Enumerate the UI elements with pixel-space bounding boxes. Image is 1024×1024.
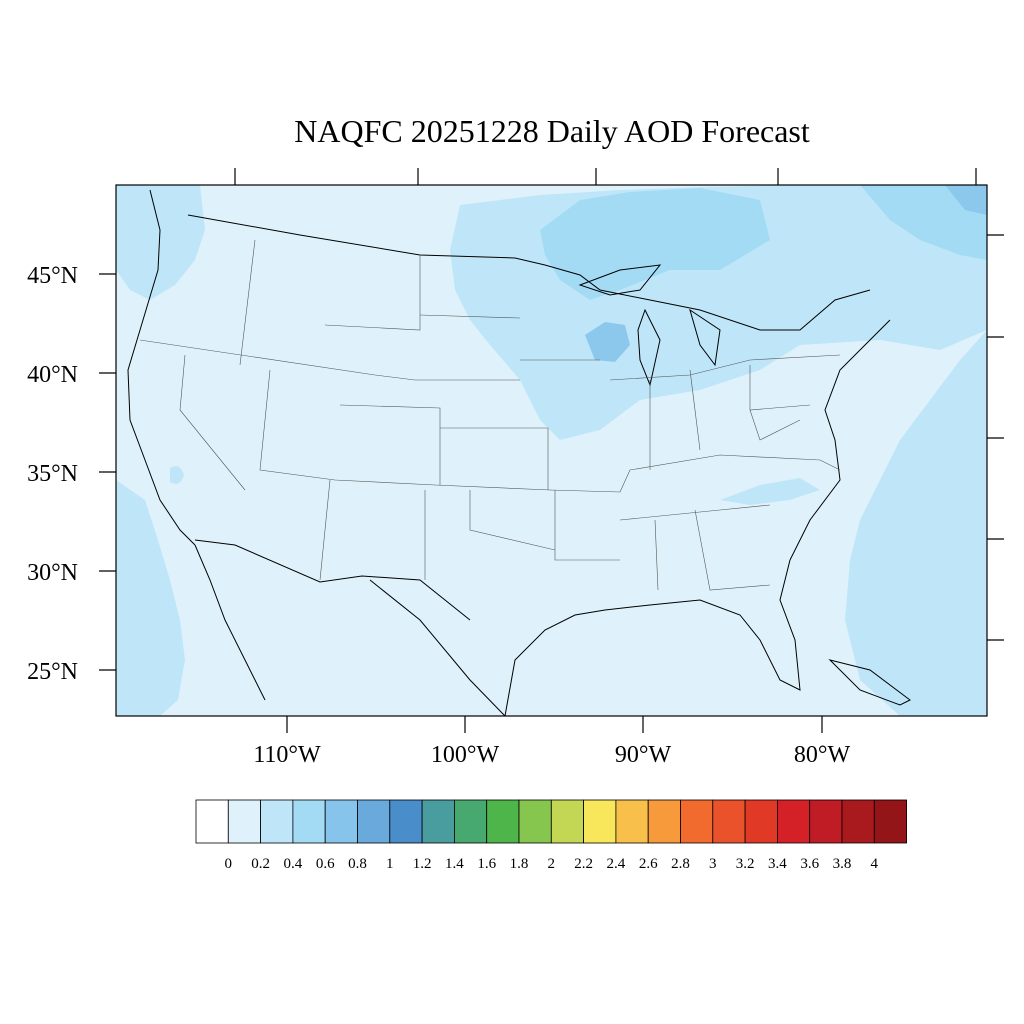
colorbar-swatch-12 — [583, 799, 617, 844]
lat-label-35n: 35°N — [27, 461, 78, 487]
aod-region-southeast-streak — [720, 478, 820, 505]
colorbar-label-8: 1.6 — [477, 856, 496, 872]
aod-region-pacific-nw — [116, 185, 205, 300]
colorbar-label-4: 0.8 — [348, 856, 367, 872]
colorbar-label-17: 3.4 — [768, 856, 787, 872]
pacific-coast — [127, 189, 196, 546]
colorbar-label-3: 0.6 — [316, 856, 335, 872]
colorbar-swatch-18 — [777, 799, 811, 844]
aod-contours — [116, 185, 987, 716]
colorbar-label-7: 1.4 — [445, 856, 464, 872]
colorbar-swatch-10 — [518, 799, 552, 844]
state-boundaries — [139, 239, 841, 591]
colorbar-swatch-0 — [195, 799, 229, 844]
lake-michigan — [637, 308, 661, 387]
colorbar-label-15: 3 — [709, 856, 717, 872]
colorbar-label-11: 2.2 — [574, 856, 593, 872]
map-panel: 45°N 40°N 35°N 30°N 25°N 110°W 100°W 90°… — [27, 168, 1004, 768]
lat-label-40n: 40°N — [27, 362, 78, 388]
colorbar: 0 0.2 0.4 0.6 0.8 1 1.2 1.4 1.6 1.8 2 2.2 2.4 2.6 2.8 3… — [195, 799, 907, 872]
lake-huron — [689, 308, 721, 367]
colorbar-label-0: 0 — [225, 856, 233, 872]
aod-region-northeast-canada — [860, 185, 987, 260]
aod-region-great-lakes — [540, 188, 770, 300]
colorbar-label-2: 0.4 — [284, 856, 303, 872]
colorbar-swatch-7 — [421, 799, 455, 844]
lon-label-110w: 110°W — [253, 742, 321, 768]
axis-ticks — [99, 168, 1004, 733]
aod-region-nova-scotia — [945, 185, 987, 215]
map-title: NAQFC 20251228 Daily AOD Forecast — [294, 113, 810, 149]
mexico-border — [194, 539, 471, 621]
aod-region-arizona-spot — [170, 466, 184, 484]
colorbar-swatch-4 — [324, 799, 358, 844]
gulf-coast — [369, 559, 801, 716]
aod-region-atlantic — [845, 330, 987, 716]
colorbar-label-14: 2.8 — [671, 856, 690, 872]
baja-coast — [194, 544, 266, 701]
colorbar-swatch-13 — [615, 799, 649, 844]
lon-label-90w: 90°W — [615, 742, 672, 768]
colorbar-swatch-17 — [744, 799, 778, 844]
atlantic-coast — [789, 319, 891, 561]
colorbar-label-13: 2.6 — [639, 856, 658, 872]
colorbar-swatch-16 — [712, 799, 746, 844]
colorbar-swatch-11 — [550, 799, 584, 844]
colorbar-label-6: 1.2 — [413, 856, 432, 872]
cuba — [828, 659, 911, 706]
colorbar-swatch-3 — [292, 799, 326, 844]
colorbar-label-5: 1 — [386, 856, 394, 872]
colorbar-label-1: 0.2 — [251, 856, 270, 872]
lon-label-80w: 80°W — [794, 742, 851, 768]
colorbar-swatch-8 — [453, 799, 488, 844]
aod-region-pacific-sw — [116, 480, 185, 716]
lat-label-45n: 45°N — [27, 263, 78, 289]
colorbar-swatch-5 — [357, 799, 391, 844]
lat-label-25n: 25°N — [27, 659, 78, 685]
colorbar-label-12: 2.4 — [607, 856, 626, 872]
colorbar-swatch-1 — [227, 799, 262, 844]
colorbar-label-10: 2 — [548, 856, 556, 872]
colorbar-swatch-14 — [647, 799, 681, 844]
colorbar-swatch-19 — [809, 799, 843, 844]
lon-label-100w: 100°W — [431, 742, 500, 768]
colorbar-label-9: 1.8 — [510, 856, 529, 872]
colorbar-label-19: 3.8 — [833, 856, 852, 872]
aod-region-wisconsin — [585, 322, 630, 362]
colorbar-label-18: 3.6 — [800, 856, 819, 872]
colorbar-swatch-6 — [389, 799, 423, 844]
lat-label-30n: 30°N — [27, 560, 78, 586]
colorbar-swatch-21 — [873, 799, 907, 844]
map-frame — [115, 184, 988, 717]
colorbar-swatch-9 — [486, 799, 520, 844]
colorbar-label-20: 4 — [871, 856, 879, 872]
colorbar-swatch-20 — [841, 799, 875, 844]
colorbar-swatch-2 — [260, 799, 294, 844]
colorbar-swatch-15 — [680, 799, 714, 844]
lake-superior — [578, 264, 662, 296]
colorbar-label-16: 3.2 — [736, 856, 755, 872]
